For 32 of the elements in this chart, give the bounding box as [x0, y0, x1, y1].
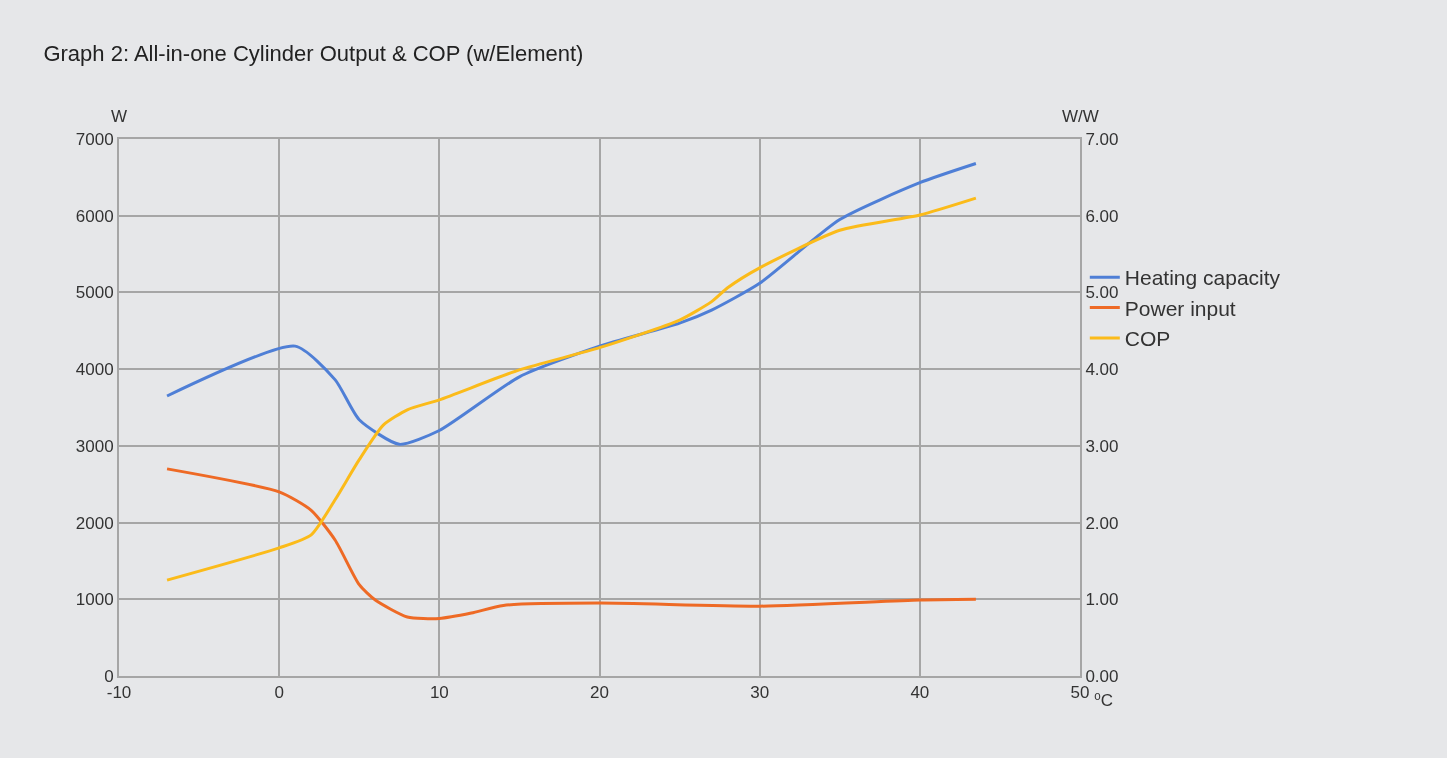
chart-title: Graph 2: All-in-one Cylinder Output & COP (w/Element)	[43, 40, 584, 66]
x-tick-label: 30	[750, 683, 770, 703]
legend-label: Heating capacity	[1124, 266, 1281, 290]
y2-tick-label: 4.00	[1085, 360, 1119, 380]
y-tick-label: 6000	[75, 206, 114, 226]
x-tick-label: 10	[429, 683, 449, 703]
y-tick-label: 4000	[75, 360, 114, 380]
y-tick-label: 1000	[75, 590, 114, 610]
y-tick-label: 2000	[75, 513, 114, 533]
y2-tick-label: 3.00	[1085, 436, 1119, 456]
x-tick-label: -10	[106, 683, 132, 703]
line-series	[165, 467, 978, 621]
x-tick-label: 40	[910, 683, 930, 703]
y2-tick-label: 0.00	[1085, 666, 1119, 686]
y-tick-label: 3000	[75, 436, 114, 456]
legend-label: Power input	[1124, 296, 1236, 320]
y-tick-label: 7000	[75, 129, 114, 149]
y2-tick-label: 5.00	[1085, 283, 1119, 303]
y2-tick-label: 2.00	[1085, 513, 1119, 533]
x-tick-label: 0	[274, 683, 284, 703]
line-series	[165, 196, 978, 582]
legend-label: COP	[1124, 327, 1171, 351]
y-axis-title: W	[111, 107, 128, 126]
y-tick-label: 5000	[75, 283, 114, 303]
y2-tick-label: 1.00	[1085, 590, 1119, 610]
y2-tick-label: 6.00	[1085, 206, 1119, 226]
x-tick-label: 50	[1070, 683, 1090, 703]
x-tick-label: 20	[590, 683, 609, 703]
x-axis-title: ⁰C	[1094, 691, 1114, 710]
y-tick-label: 0	[104, 666, 114, 686]
y2-tick-label: 7.00	[1085, 129, 1119, 149]
y2-axis-title: W/W	[1062, 107, 1099, 126]
